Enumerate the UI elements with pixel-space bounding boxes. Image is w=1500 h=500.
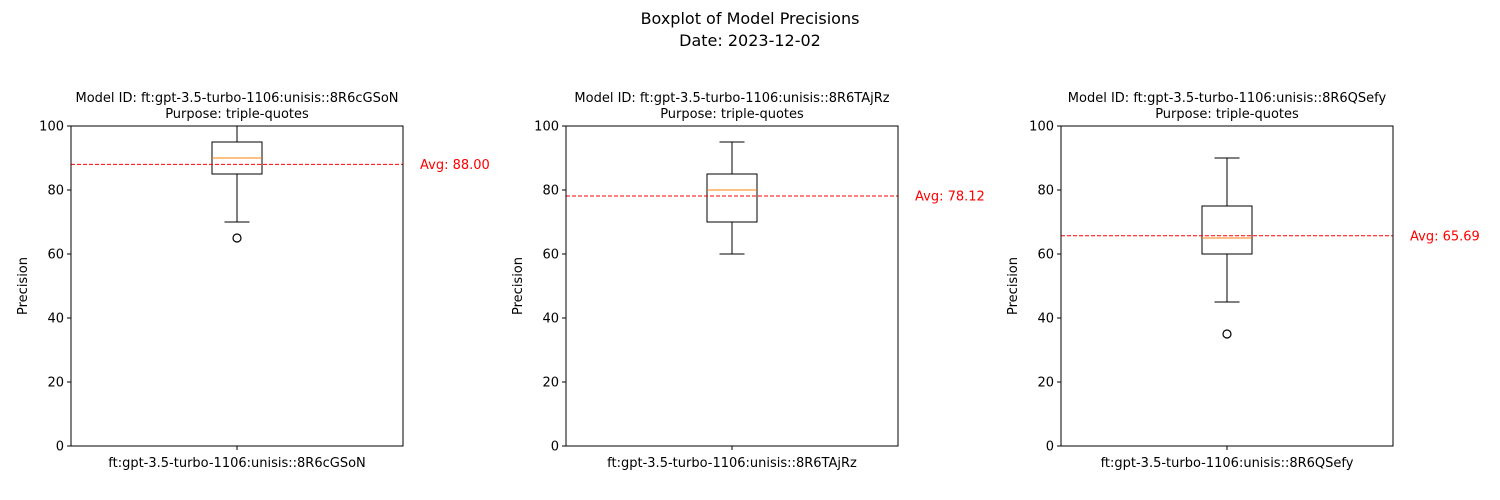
y-axis-label: Precision <box>16 257 31 315</box>
y-tick-label: 100 <box>1029 120 1054 135</box>
y-tick-label: 40 <box>1037 312 1054 327</box>
average-label: Avg: 88.00 <box>420 158 490 173</box>
panel-subtitle: Purpose: triple-quotes <box>660 107 804 122</box>
y-tick-label: 80 <box>47 184 64 199</box>
panel-title: Model ID: ft:gpt-3.5-turbo-1106:unisis::… <box>75 91 398 106</box>
y-tick-label: 40 <box>542 312 559 327</box>
y-axis-label: Precision <box>1006 257 1021 315</box>
y-tick-label: 20 <box>47 376 64 391</box>
average-label: Avg: 78.12 <box>915 190 985 205</box>
y-tick-label: 0 <box>1046 440 1054 455</box>
panel-subtitle: Purpose: triple-quotes <box>165 107 309 122</box>
y-tick-label: 60 <box>47 248 64 263</box>
plot-area-frame <box>565 125 899 447</box>
chart-panel-3: Model ID: ft:gpt-3.5-turbo-1106:unisis::… <box>1006 91 1480 471</box>
x-tick-label: ft:gpt-3.5-turbo-1106:unisis::8R6QSefy <box>1101 456 1354 471</box>
panel-subtitle: Purpose: triple-quotes <box>1155 107 1299 122</box>
y-tick-label: 0 <box>56 440 64 455</box>
y-tick-label: 60 <box>1037 248 1054 263</box>
figure-subtitle: Date: 2023-12-02 <box>679 31 821 50</box>
y-tick-label: 20 <box>542 376 559 391</box>
chart-panels: Model ID: ft:gpt-3.5-turbo-1106:unisis::… <box>16 91 1480 471</box>
average-label: Avg: 65.69 <box>1410 229 1480 244</box>
panel-title: Model ID: ft:gpt-3.5-turbo-1106:unisis::… <box>574 91 889 106</box>
x-tick-label: ft:gpt-3.5-turbo-1106:unisis::8R6cGSoN <box>108 456 366 471</box>
y-tick-label: 80 <box>1037 184 1054 199</box>
y-tick-label: 60 <box>542 248 559 263</box>
outlier-point <box>1222 329 1232 339</box>
chart-panel-2: Model ID: ft:gpt-3.5-turbo-1106:unisis::… <box>511 91 985 471</box>
box-iqr <box>1201 205 1253 255</box>
y-tick-label: 20 <box>1037 376 1054 391</box>
y-tick-label: 80 <box>542 184 559 199</box>
figure-title: Boxplot of Model Precisions <box>641 9 860 28</box>
plot-area-frame <box>1060 125 1394 447</box>
y-tick-label: 40 <box>47 312 64 327</box>
chart-panel-1: Model ID: ft:gpt-3.5-turbo-1106:unisis::… <box>16 91 490 471</box>
y-tick-label: 100 <box>39 120 64 135</box>
panel-title: Model ID: ft:gpt-3.5-turbo-1106:unisis::… <box>1068 91 1387 106</box>
outlier-point <box>232 233 242 243</box>
y-axis-label: Precision <box>511 257 526 315</box>
box-iqr <box>706 173 758 223</box>
plot-area-frame <box>70 125 404 447</box>
y-tick-label: 100 <box>534 120 559 135</box>
x-tick-label: ft:gpt-3.5-turbo-1106:unisis::8R6TAjRz <box>607 456 857 471</box>
y-tick-label: 0 <box>551 440 559 455</box>
